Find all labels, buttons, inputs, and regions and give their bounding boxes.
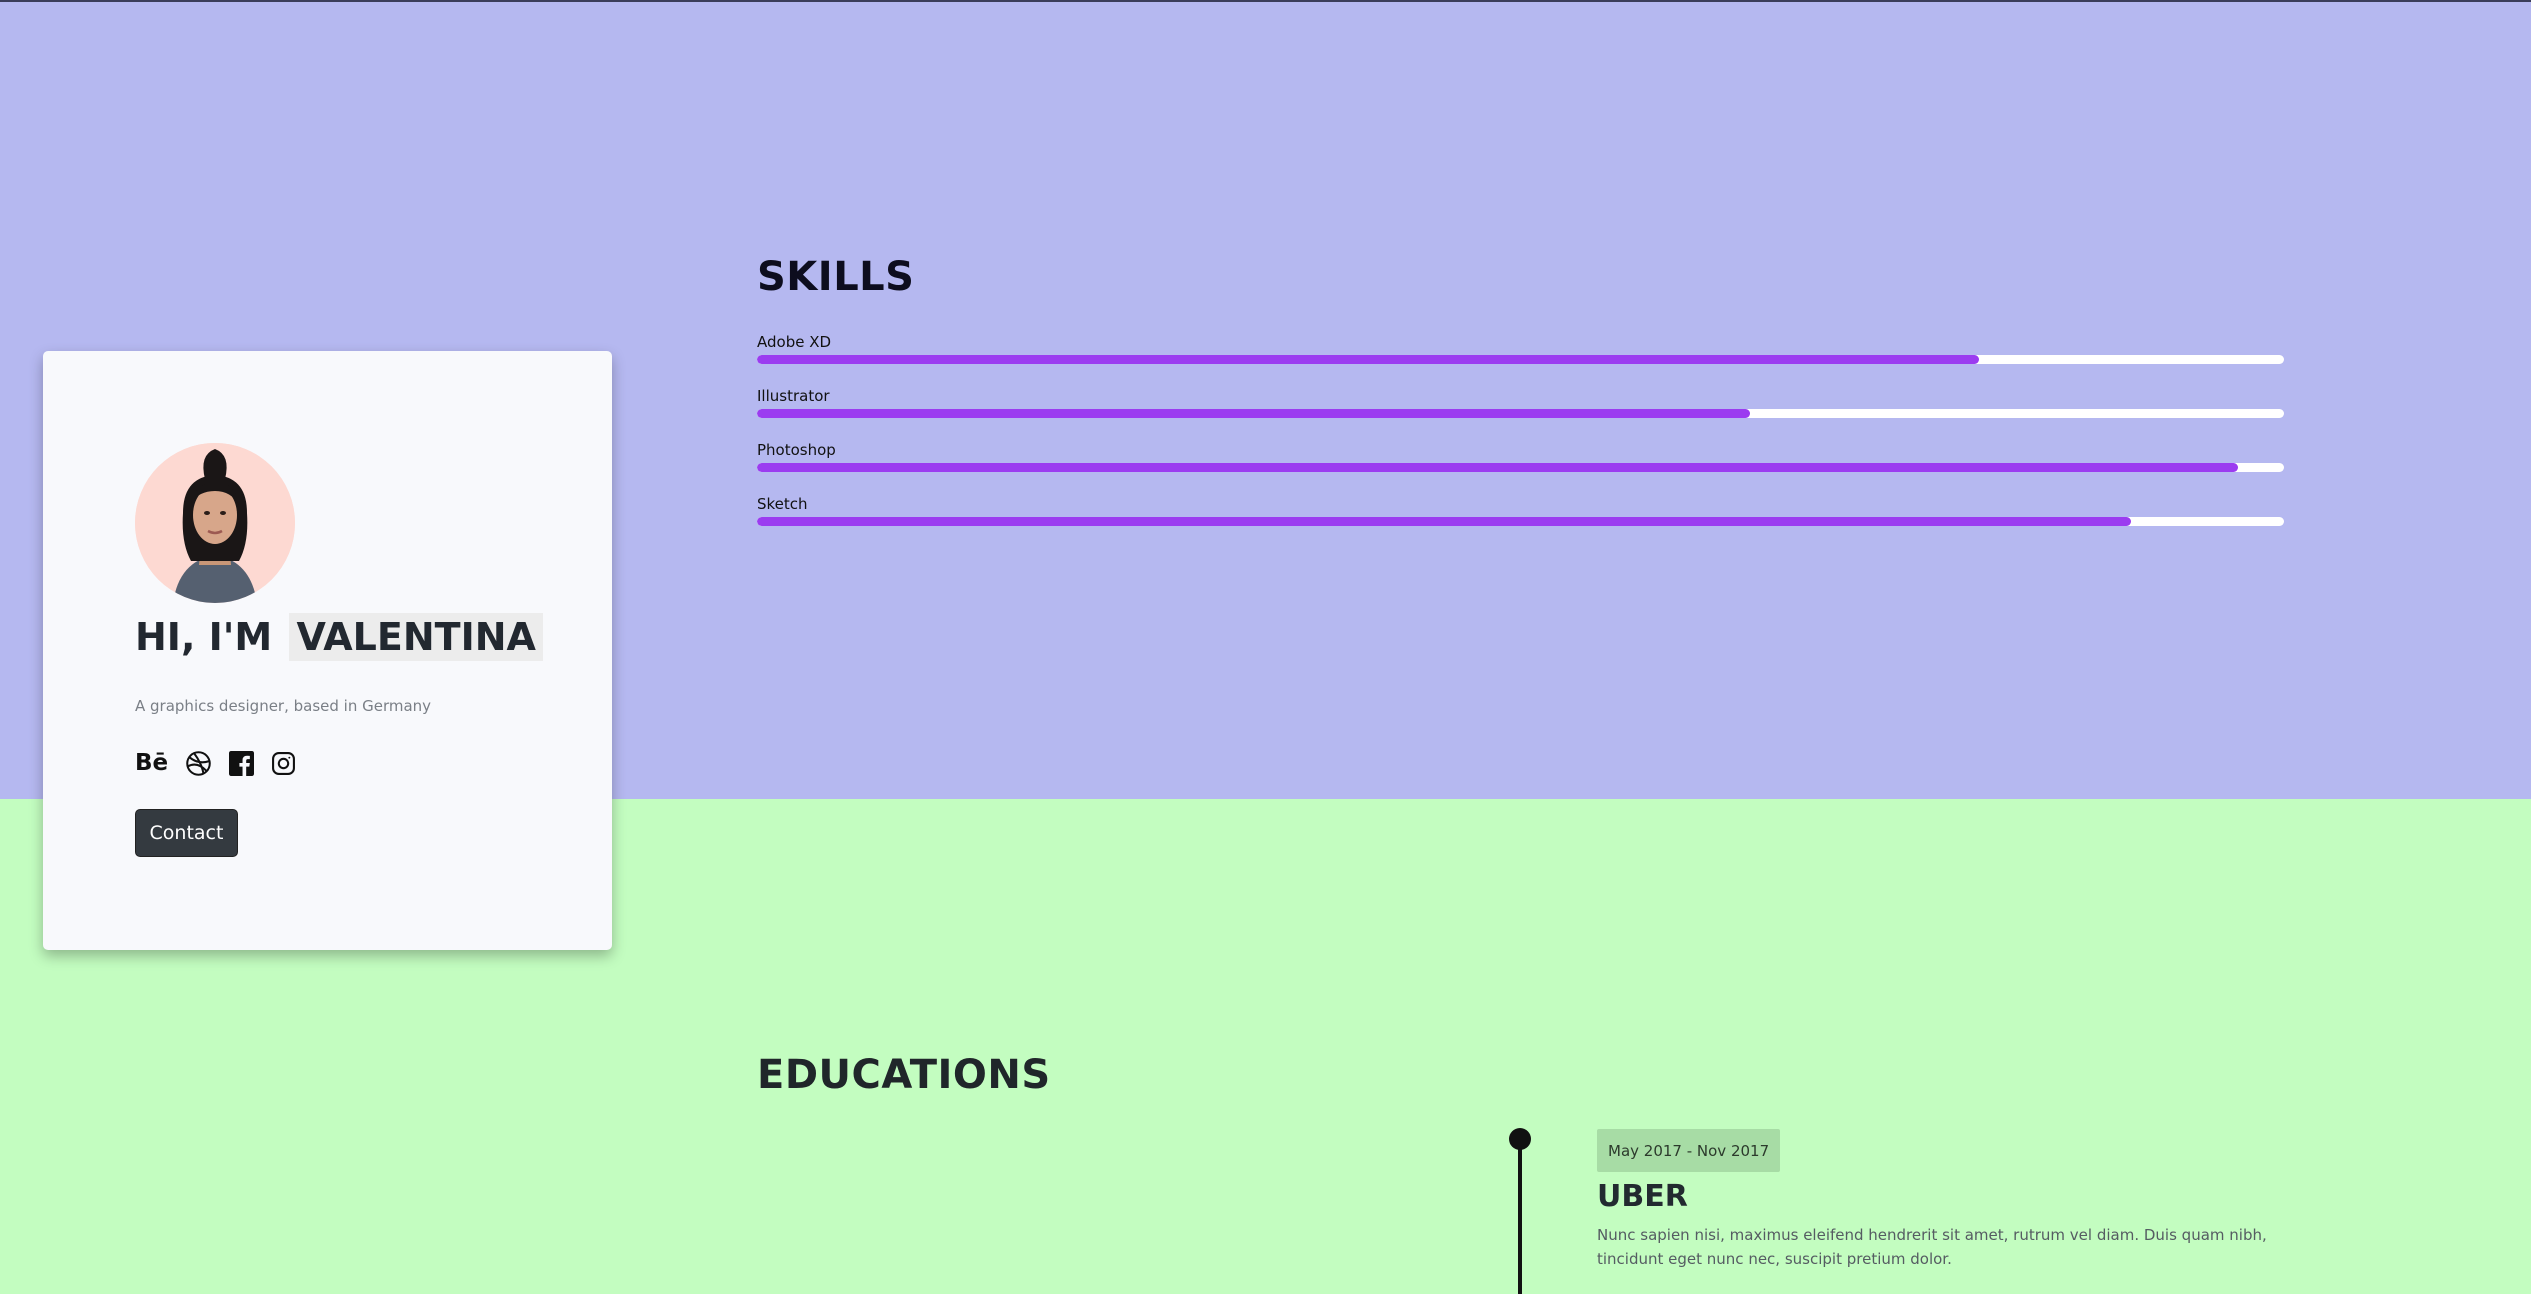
skill-progress-track (757, 463, 2284, 472)
skills-list: Adobe XD Illustrator Photoshop Sketch (757, 333, 2284, 549)
tagline: A graphics designer, based in Germany (135, 697, 432, 715)
skill-progress-fill (757, 517, 2132, 526)
skill-label: Illustrator (757, 387, 830, 405)
skill-item: Illustrator (757, 387, 2284, 441)
instagram-icon[interactable] (271, 748, 296, 778)
top-border (0, 0, 2531, 2)
skill-progress-fill (757, 355, 1979, 364)
skill-progress-fill (757, 409, 1750, 418)
skill-progress-track (757, 355, 2284, 364)
greeting-heading: HI, I'M VALENTINA (135, 613, 543, 661)
skill-label: Adobe XD (757, 333, 832, 351)
education-company: UBER (1597, 1179, 1688, 1214)
skill-progress-track (757, 409, 2284, 418)
contact-button[interactable]: Contact (135, 809, 238, 857)
skill-item: Adobe XD (757, 333, 2284, 387)
dribbble-icon[interactable] (185, 748, 212, 778)
skill-item: Sketch (757, 495, 2284, 549)
facebook-icon[interactable] (229, 748, 255, 778)
greeting-text: HI, I'M (135, 615, 273, 659)
skill-progress-fill (757, 463, 2239, 472)
skill-item: Photoshop (757, 441, 2284, 495)
education-description: Nunc sapien nisi, maximus eleifend hendr… (1597, 1226, 2267, 1268)
portrait-icon (135, 443, 295, 603)
name-highlight: VALENTINA (289, 613, 543, 661)
skill-progress-track (757, 517, 2284, 526)
skill-label: Photoshop (757, 441, 836, 459)
avatar (135, 443, 295, 603)
skills-title: SKILLS (757, 254, 915, 300)
educations-title: EDUCATIONS (757, 1052, 1051, 1098)
social-links: Bē (135, 748, 296, 778)
timeline-dot (1509, 1128, 1531, 1150)
behance-icon[interactable]: Bē (135, 750, 169, 776)
date-badge: May 2017 - Nov 2017 (1597, 1129, 1781, 1172)
skill-label: Sketch (757, 495, 808, 513)
timeline-line (1518, 1138, 1522, 1294)
profile-card: HI, I'M VALENTINA A graphics designer, b… (43, 351, 612, 950)
